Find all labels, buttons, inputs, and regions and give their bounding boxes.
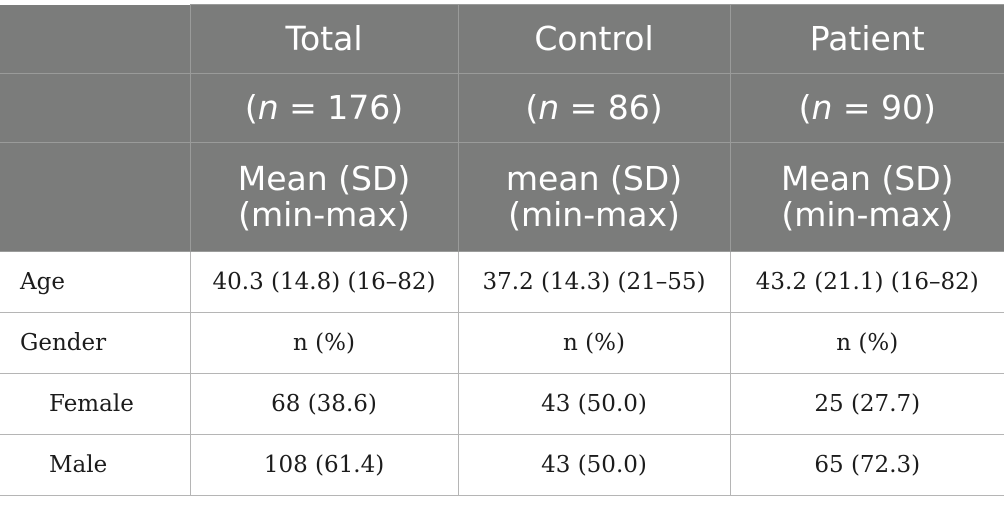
cell-patient: 25 (27.7) <box>729 373 1004 435</box>
row-label: Age <box>0 251 191 313</box>
header-control-title: Control <box>457 4 731 74</box>
row-label: Male <box>0 434 191 496</box>
cell-total: 68 (38.6) <box>189 373 459 435</box>
row-label: Female <box>0 373 191 435</box>
table-row-female: Female 68 (38.6) 43 (50.0) 25 (27.7) <box>0 373 1004 435</box>
header-corner-cell <box>0 4 191 74</box>
header-patient-n: (n = 90) <box>729 73 1004 143</box>
table-header: Total Control Patient (n = 176) (n = 86)… <box>0 4 1004 252</box>
header-control-n: (n = 86) <box>457 73 731 143</box>
cell-patient: 65 (72.3) <box>729 434 1004 496</box>
cell-total: n (%) <box>189 312 459 374</box>
header-patient-title: Patient <box>729 4 1004 74</box>
header-corner-cell <box>0 73 191 143</box>
cell-control: 37.2 (14.3) (21–55) <box>457 251 731 313</box>
cell-patient: 43.2 (21.1) (16–82) <box>729 251 1004 313</box>
table-row-age: Age 40.3 (14.8) (16–82) 37.2 (14.3) (21–… <box>0 251 1004 313</box>
cell-total: 108 (61.4) <box>189 434 459 496</box>
cell-control: 43 (50.0) <box>457 373 731 435</box>
table-row-male: Male 108 (61.4) 43 (50.0) 65 (72.3) <box>0 434 1004 496</box>
header-corner-cell <box>0 142 191 252</box>
header-total-stat: Mean (SD) (min-max) <box>189 142 459 252</box>
table-row-gender: Gender n (%) n (%) n (%) <box>0 312 1004 374</box>
header-total-n: (n = 176) <box>189 73 459 143</box>
header-control-stat: mean (SD) (min-max) <box>457 142 731 252</box>
table-body: Age 40.3 (14.8) (16–82) 37.2 (14.3) (21–… <box>0 251 1004 496</box>
header-total-title: Total <box>189 4 459 74</box>
header-row-statistic: Mean (SD) (min-max) mean (SD) (min-max) … <box>0 142 1004 252</box>
cell-control: n (%) <box>457 312 731 374</box>
header-row-sample-size: (n = 176) (n = 86) (n = 90) <box>0 73 1004 143</box>
demographics-table: Total Control Patient (n = 176) (n = 86)… <box>0 4 1004 496</box>
cell-patient: n (%) <box>729 312 1004 374</box>
header-row-group-title: Total Control Patient <box>0 4 1004 74</box>
cell-control: 43 (50.0) <box>457 434 731 496</box>
cell-total: 40.3 (14.8) (16–82) <box>189 251 459 313</box>
header-patient-stat: Mean (SD) (min-max) <box>729 142 1004 252</box>
row-label: Gender <box>0 312 191 374</box>
